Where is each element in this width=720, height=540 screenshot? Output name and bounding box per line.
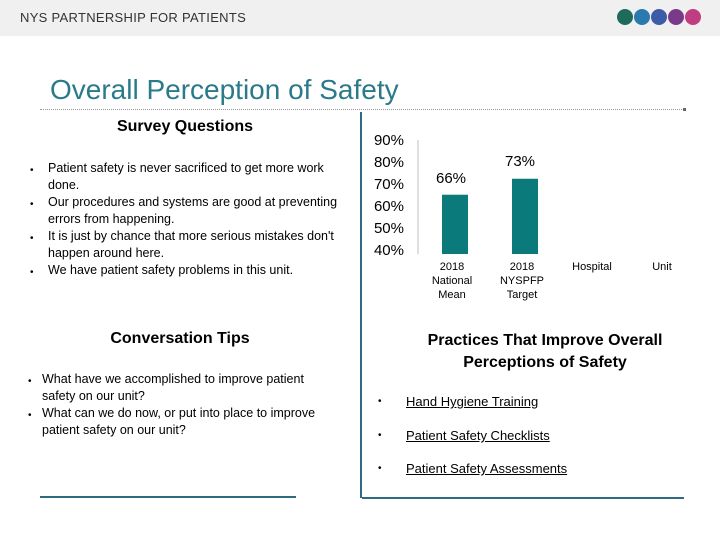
y-tick-label: 80% [373,154,404,171]
survey-question: We have patient safety problems in this … [48,263,294,277]
brand-dot [685,9,701,25]
list-item: • Patient safety is never sacrificed to … [30,161,324,192]
survey-question: It is just by chance that more serious m… [48,229,334,260]
data-label: 73% [505,153,536,170]
list-item: • What have we accomplished to improve p… [28,372,304,403]
title-divider [40,109,684,110]
practice-link[interactable]: Patient Safety Assessments [406,461,568,476]
survey-question-list: • Patient safety is never sacrificed to … [30,160,340,279]
practices-heading: Practices That Improve Overall Perceptio… [427,332,663,371]
list-item: • Our procedures and systems are good at… [30,195,338,226]
conversation-tip: What can we do now, or put into place to… [42,406,316,437]
list-item: • What can we do now, or put into place … [28,406,316,437]
y-tick-label: 40% [373,242,404,259]
y-tick-label: 90% [373,132,404,149]
survey-question: Patient safety is never sacrificed to ge… [48,161,324,192]
bar [442,194,468,254]
left-bottom-rule [40,496,296,498]
title-divider-end [683,108,686,111]
y-tick-label: 70% [373,176,404,193]
tips-list: • What have we accomplished to improve p… [28,371,330,439]
brand-dot [634,9,650,25]
list-item: • It is just by chance that more serious… [30,229,334,260]
survey-heading: Survey Questions [116,118,254,135]
tips-heading: Conversation Tips [110,330,250,347]
x-tick-label: Hospital [572,261,612,273]
data-label: 66% [436,170,467,187]
organization-name: NYS PARTNERSHIP FOR PATIENTS [20,10,247,25]
practice-link[interactable]: Patient Safety Checklists [406,428,550,443]
x-tick-label: 2018 NYSPFP Target [499,261,544,301]
x-tick-label: Unit [652,261,672,273]
page-title: Overall Perception of Safety [50,74,399,105]
y-tick-label: 60% [373,198,404,215]
brand-dot [651,9,667,25]
brand-dot [668,9,684,25]
conversation-tip: What have we accomplished to improve pat… [42,372,304,403]
y-tick-label: 50% [373,220,404,237]
bar [512,178,538,254]
header-bar: NYS PARTNERSHIP FOR PATIENTS [0,0,720,36]
list-item: • We have patient safety problems in thi… [30,263,294,278]
practice-link[interactable]: Hand Hygiene Training [406,394,539,409]
brand-dot [617,9,633,25]
x-tick-label: 2018 National Mean [431,261,473,301]
column-divider [360,112,362,498]
survey-question: Our procedures and systems are good at p… [48,195,338,226]
right-bottom-rule [362,497,684,499]
